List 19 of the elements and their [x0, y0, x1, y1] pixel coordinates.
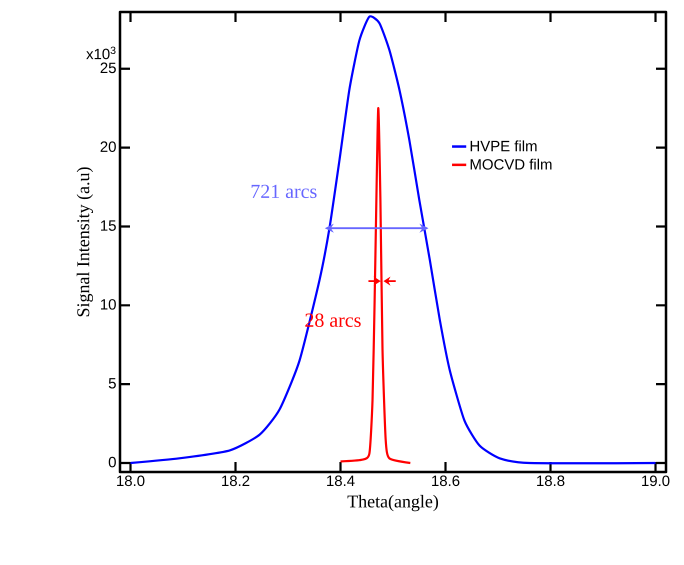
y-tick-label: 20	[100, 141, 116, 152]
legend-label: MOCVD film	[470, 158, 552, 170]
y-tick-label: 0	[108, 456, 116, 468]
y-tick-label: 10	[101, 299, 116, 310]
y-tick-label: 15	[101, 220, 116, 231]
y-tick-label: 25	[100, 62, 116, 74]
x-tick-label: 18.4	[327, 476, 355, 486]
y-tick-label: 5	[108, 378, 116, 389]
legend-label: HVPE film	[470, 140, 537, 152]
x-tick-label: 19.0	[642, 476, 670, 486]
y-axis-title: Signal Intensity (a.u)	[76, 167, 94, 316]
x-tick-label: 18.6	[432, 476, 460, 486]
x-tick-label: 18.8	[537, 476, 564, 486]
x-tick-label: 18.0	[117, 476, 144, 486]
line-series	[129, 16, 657, 464]
x-tick-label: 18.2	[222, 476, 250, 486]
x-axis-title: Theta(angle)	[348, 494, 438, 512]
text: x10$^{3}$	[86, 46, 116, 60]
annotation: 721 arcs	[252, 184, 317, 198]
